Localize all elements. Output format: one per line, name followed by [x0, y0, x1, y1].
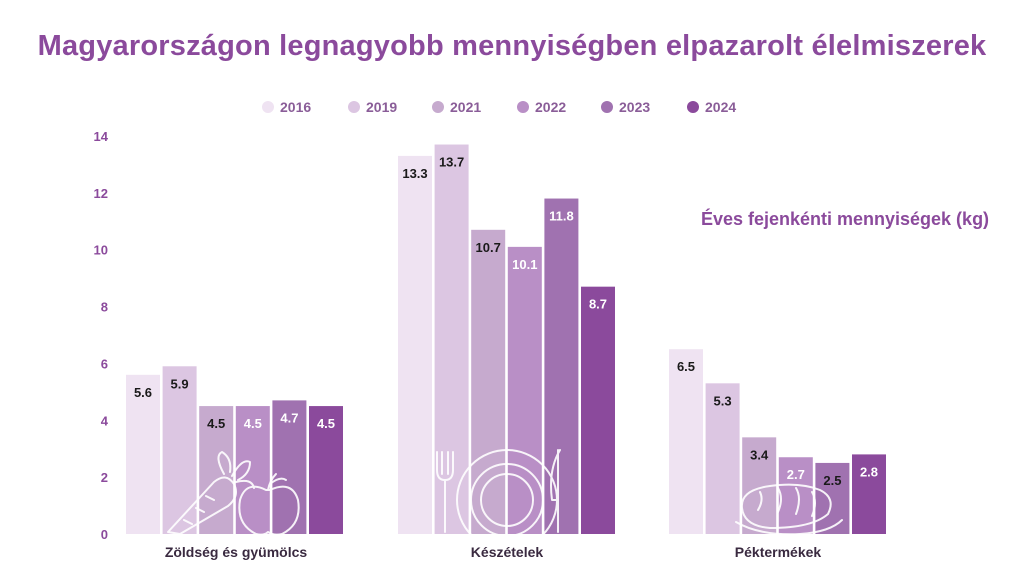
bar-2024 — [309, 406, 343, 534]
value-label: 5.3 — [714, 393, 732, 408]
legend-label: 2024 — [705, 99, 737, 115]
legend-swatch — [687, 101, 699, 113]
legend-item-2024: 2024 — [687, 96, 736, 118]
x-category-label: Zöldség és gyümölcs — [165, 544, 308, 560]
y-tick-label: 10 — [94, 243, 108, 258]
bar-2022 — [235, 406, 270, 534]
plate-icon — [456, 449, 558, 551]
bar-2016 — [398, 155, 432, 534]
bar-2022 — [778, 457, 813, 534]
knife-icon — [550, 449, 561, 533]
value-label: 8.7 — [589, 297, 607, 312]
value-label: 10.7 — [476, 240, 501, 255]
carrot-icon — [167, 451, 255, 535]
bar-2016 — [126, 374, 160, 534]
value-label: 5.6 — [134, 385, 152, 400]
legend-label: 2019 — [366, 99, 398, 115]
legend-swatch — [517, 101, 529, 113]
y-tick-label: 8 — [101, 300, 108, 315]
value-label: 13.7 — [439, 155, 464, 170]
legend-swatch — [348, 101, 360, 113]
legend: 2016 2019 2021 2022 2023 2024 — [0, 96, 1024, 118]
bar-2021 — [471, 229, 506, 535]
y-tick-label: 0 — [101, 527, 108, 542]
legend-label: 2016 — [280, 99, 312, 115]
legend-swatch — [432, 101, 444, 113]
unit-note: Éves fejenkénti mennyiségek (kg) — [700, 209, 990, 229]
bar-2022 — [507, 246, 542, 534]
legend-item-2016: 2016 — [262, 96, 311, 118]
legend-label: 2023 — [619, 99, 651, 115]
legend-label: 2022 — [535, 99, 567, 115]
bar-2023 — [544, 198, 579, 535]
x-category-label: Péktermékek — [735, 544, 822, 560]
bars-group — [126, 144, 886, 535]
bar-2019 — [434, 144, 469, 534]
bar-2016 — [669, 349, 703, 534]
bread-icon — [735, 483, 843, 536]
bar-2019 — [162, 366, 197, 534]
legend-label: 2021 — [450, 99, 482, 115]
value-label: 4.5 — [317, 416, 335, 431]
value-label: 11.8 — [549, 209, 574, 224]
value-label: 13.3 — [402, 166, 427, 181]
value-label: 4.7 — [280, 410, 298, 425]
y-tick-label: 2 — [101, 470, 108, 485]
bar-2023 — [272, 400, 307, 534]
value-label: 10.1 — [512, 257, 537, 272]
y-tick-label: 14 — [94, 129, 109, 144]
value-label: 2.5 — [823, 473, 841, 488]
value-label: 2.7 — [787, 467, 805, 482]
bar-2024 — [852, 454, 886, 534]
legend-item-2022: 2022 — [517, 96, 566, 118]
legend-swatch — [262, 101, 274, 113]
legend-item-2019: 2019 — [348, 96, 397, 118]
bar-2023 — [815, 462, 850, 534]
x-category-label: Készételek — [471, 544, 544, 560]
chart-title: Magyarországon legnagyobb mennyiségben e… — [37, 30, 987, 62]
legend-item-2023: 2023 — [601, 96, 650, 118]
value-labels-group: 5.6 5.9 4.5 4.5 4.7 4.5 13.3 13.7 10.7 10.1 11.8 8.… — [134, 155, 878, 488]
value-label: 6.5 — [677, 359, 695, 374]
value-label: 5.9 — [171, 376, 189, 391]
bar-2019 — [705, 383, 740, 534]
value-label: 3.4 — [750, 447, 769, 462]
bar-2024 — [581, 286, 615, 534]
legend-item-2021: 2021 — [432, 96, 481, 118]
apple-icon — [238, 473, 300, 536]
y-tick-label: 4 — [101, 413, 109, 428]
value-label: 2.8 — [860, 464, 878, 479]
fork-icon — [436, 451, 454, 533]
y-tick-label: 12 — [94, 186, 108, 201]
y-tick-label: 6 — [101, 356, 108, 371]
category-icons — [167, 449, 843, 551]
legend-swatch — [601, 101, 613, 113]
value-label: 4.5 — [244, 416, 262, 431]
value-label: 4.5 — [207, 416, 225, 431]
